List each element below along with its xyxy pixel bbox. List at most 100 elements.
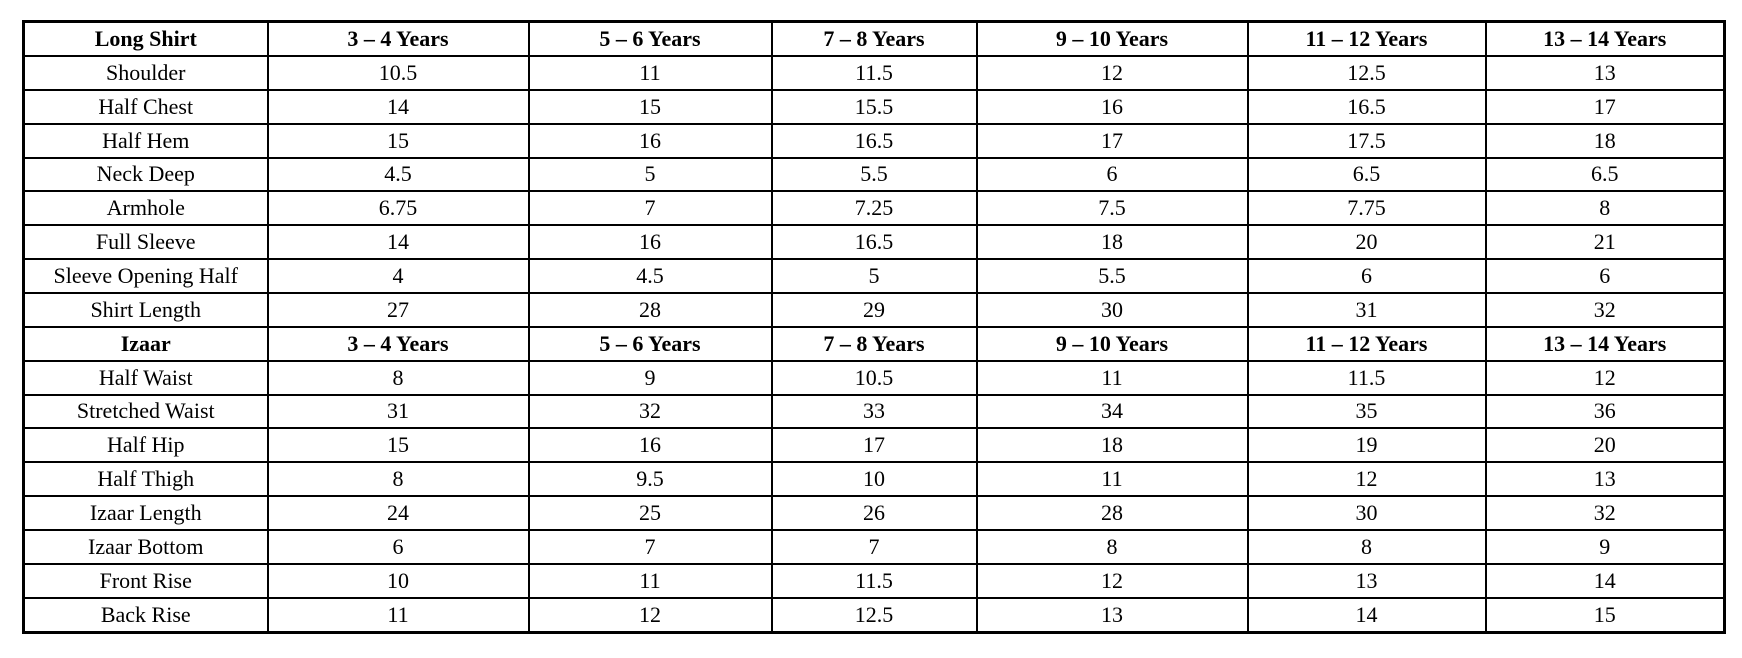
measurement-row: Back Rise 11 12 12.5 13 14 15 xyxy=(22,596,1726,634)
measurement-value-cell: 7 xyxy=(770,529,978,565)
age-column-header-cell: 11 – 12 Years xyxy=(1246,325,1487,362)
measurement-label-cell: Half Hem xyxy=(22,122,269,159)
measurement-value-cell: 9.5 xyxy=(527,461,773,498)
measurement-row: Shirt Length 27 28 29 30 31 32 xyxy=(22,292,1726,328)
measurement-value-cell: 19 xyxy=(1246,427,1487,464)
measurement-value-cell: 14 xyxy=(1484,562,1726,599)
measurement-value-cell: 11.5 xyxy=(770,562,978,599)
measurement-value-cell: 12 xyxy=(527,596,773,634)
measurement-value-cell: 10 xyxy=(770,461,978,498)
age-column-header-cell: 13 – 14 Years xyxy=(1484,20,1726,58)
measurement-row: Shoulder 10.5 11 11.5 12 12.5 13 xyxy=(22,55,1726,91)
measurement-row: Stretched Waist 31 32 33 34 35 36 xyxy=(22,393,1726,430)
measurement-row: Izaar Length 24 25 26 28 30 32 xyxy=(22,495,1726,532)
age-column-header-cell: 7 – 8 Years xyxy=(770,20,978,58)
measurement-value-cell: 21 xyxy=(1484,224,1726,261)
measurement-label-cell: Sleeve Opening Half xyxy=(22,258,269,295)
age-column-header-cell: 9 – 10 Years xyxy=(975,325,1249,362)
measurement-value-cell: 14 xyxy=(266,88,530,125)
measurement-value-cell: 15 xyxy=(1484,596,1726,634)
measurement-value-cell: 17 xyxy=(975,122,1249,159)
measurement-value-cell: 12.5 xyxy=(770,596,978,634)
measurement-value-cell: 32 xyxy=(1484,292,1726,328)
measurement-value-cell: 7.5 xyxy=(975,190,1249,227)
measurement-value-cell: 16 xyxy=(975,88,1249,125)
measurement-value-cell: 9 xyxy=(1484,529,1726,565)
measurement-value-cell: 35 xyxy=(1246,393,1487,430)
measurement-value-cell: 28 xyxy=(527,292,773,328)
measurement-value-cell: 6.75 xyxy=(266,190,530,227)
measurement-value-cell: 11 xyxy=(527,55,773,91)
measurement-label-cell: Shoulder xyxy=(22,55,269,91)
measurement-value-cell: 12.5 xyxy=(1246,55,1487,91)
measurement-value-cell: 16 xyxy=(527,122,773,159)
measurement-label-cell: Back Rise xyxy=(22,596,269,634)
age-column-header-cell: 9 – 10 Years xyxy=(975,20,1249,58)
section-title-cell: Long Shirt xyxy=(22,20,269,58)
measurement-label-cell: Half Hip xyxy=(22,427,269,464)
measurement-value-cell: 11 xyxy=(975,461,1249,498)
measurement-label-cell: Shirt Length xyxy=(22,292,269,328)
measurement-value-cell: 11.5 xyxy=(770,55,978,91)
measurement-row: Front Rise 10 11 11.5 12 13 14 xyxy=(22,562,1726,599)
measurement-value-cell: 18 xyxy=(975,427,1249,464)
measurement-value-cell: 16 xyxy=(527,427,773,464)
measurement-value-cell: 6.5 xyxy=(1484,156,1726,193)
age-column-header-cell: 3 – 4 Years xyxy=(266,325,530,362)
measurement-value-cell: 14 xyxy=(1246,596,1487,634)
measurement-value-cell: 5.5 xyxy=(975,258,1249,295)
measurement-value-cell: 18 xyxy=(1484,122,1726,159)
age-column-header-cell: 3 – 4 Years xyxy=(266,20,530,58)
measurement-row: Full Sleeve 14 16 16.5 18 20 21 xyxy=(22,224,1726,261)
measurement-value-cell: 14 xyxy=(266,224,530,261)
measurement-value-cell: 15 xyxy=(527,88,773,125)
measurement-value-cell: 31 xyxy=(1246,292,1487,328)
measurement-value-cell: 18 xyxy=(975,224,1249,261)
measurement-value-cell: 29 xyxy=(770,292,978,328)
age-column-header-cell: 7 – 8 Years xyxy=(770,325,978,362)
measurement-value-cell: 20 xyxy=(1484,427,1726,464)
measurement-value-cell: 24 xyxy=(266,495,530,532)
measurement-value-cell: 13 xyxy=(1246,562,1487,599)
measurement-label-cell: Front Rise xyxy=(22,562,269,599)
measurement-value-cell: 17.5 xyxy=(1246,122,1487,159)
measurement-row: Sleeve Opening Half 4 4.5 5 5.5 6 6 xyxy=(22,258,1726,295)
measurement-row: Armhole 6.75 7 7.25 7.5 7.75 8 xyxy=(22,190,1726,227)
measurement-label-cell: Neck Deep xyxy=(22,156,269,193)
measurement-value-cell: 15 xyxy=(266,122,530,159)
measurement-value-cell: 4.5 xyxy=(527,258,773,295)
measurement-value-cell: 8 xyxy=(1246,529,1487,565)
measurement-label-cell: Half Waist xyxy=(22,359,269,396)
measurement-value-cell: 13 xyxy=(975,596,1249,634)
measurement-value-cell: 16.5 xyxy=(770,224,978,261)
measurement-value-cell: 30 xyxy=(975,292,1249,328)
measurement-label-cell: Izaar Length xyxy=(22,495,269,532)
measurement-value-cell: 12 xyxy=(1246,461,1487,498)
measurement-value-cell: 10.5 xyxy=(770,359,978,396)
measurement-value-cell: 34 xyxy=(975,393,1249,430)
measurement-value-cell: 12 xyxy=(975,562,1249,599)
measurement-value-cell: 17 xyxy=(770,427,978,464)
measurement-value-cell: 32 xyxy=(1484,495,1726,532)
measurement-row: Neck Deep 4.5 5 5.5 6 6.5 6.5 xyxy=(22,156,1726,193)
measurement-value-cell: 6.5 xyxy=(1246,156,1487,193)
measurement-row: Half Thigh 8 9.5 10 11 12 13 xyxy=(22,461,1726,498)
measurement-label-cell: Izaar Bottom xyxy=(22,529,269,565)
measurement-value-cell: 11 xyxy=(527,562,773,599)
measurement-row: Izaar Bottom 6 7 7 8 8 9 xyxy=(22,529,1726,565)
measurement-value-cell: 15 xyxy=(266,427,530,464)
measurement-value-cell: 31 xyxy=(266,393,530,430)
measurement-value-cell: 8 xyxy=(975,529,1249,565)
measurement-value-cell: 6 xyxy=(975,156,1249,193)
age-column-header-cell: 13 – 14 Years xyxy=(1484,325,1726,362)
measurement-row: Half Waist 8 9 10.5 11 11.5 12 xyxy=(22,359,1726,396)
measurement-value-cell: 7 xyxy=(527,190,773,227)
measurement-label-cell: Half Chest xyxy=(22,88,269,125)
measurement-value-cell: 6 xyxy=(266,529,530,565)
measurement-value-cell: 16 xyxy=(527,224,773,261)
measurement-value-cell: 12 xyxy=(1484,359,1726,396)
measurement-value-cell: 11 xyxy=(266,596,530,634)
measurement-value-cell: 5.5 xyxy=(770,156,978,193)
measurement-value-cell: 16.5 xyxy=(1246,88,1487,125)
measurement-value-cell: 13 xyxy=(1484,55,1726,91)
